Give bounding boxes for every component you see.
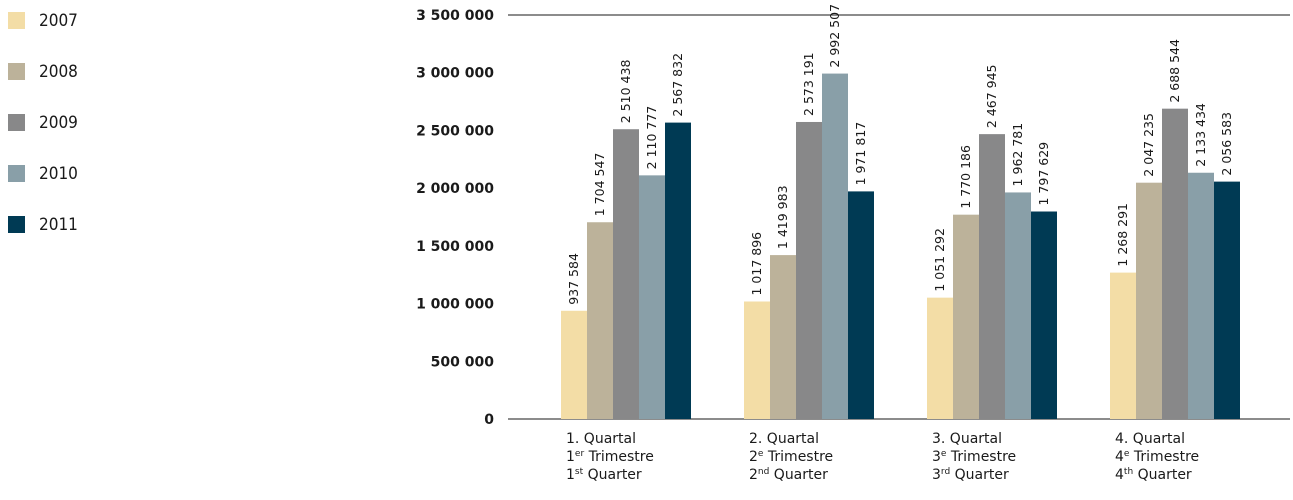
data-label: 2 047 235 (1141, 113, 1156, 177)
data-label: 2 688 544 (1167, 39, 1182, 103)
data-label: 1 051 292 (932, 228, 947, 292)
data-label: 1 962 781 (1010, 123, 1025, 187)
x-category-label: 2nd Quarter (749, 467, 828, 483)
x-category-label: 1er Trimestre (566, 449, 654, 465)
data-label: 2 992 507 (827, 4, 842, 68)
bar-2011-q1 (665, 122, 691, 420)
bar-2007-q1 (561, 310, 587, 419)
y-tick-label: 2 000 000 (416, 181, 494, 197)
data-label: 1 704 547 (592, 153, 607, 217)
legend-label: 2009 (39, 112, 78, 133)
bar-2008-q3 (953, 214, 979, 419)
data-label: 1 419 983 (775, 185, 790, 249)
y-tick-label: 3 500 000 (416, 8, 494, 24)
legend-swatch (8, 12, 25, 29)
x-category-label: 1. Quartal (566, 431, 636, 447)
legend-label: 2010 (39, 163, 78, 184)
x-category-label: 4e Trimestre (1115, 449, 1199, 465)
bar-2011-q2 (848, 191, 874, 419)
bar-2009-q1 (613, 129, 639, 419)
bar-2007-q2 (744, 301, 770, 419)
data-label: 2 467 945 (984, 65, 999, 129)
x-category-label: 3. Quartal (932, 431, 1002, 447)
bar-2010-q1 (639, 175, 665, 419)
bar-2009-q4 (1162, 108, 1188, 419)
legend-swatch (8, 63, 25, 80)
bar-2008-q2 (770, 255, 796, 419)
x-category-label: 4th Quarter (1115, 467, 1192, 483)
legend-item-2009: 2009 (8, 110, 78, 135)
data-label: 2 573 191 (801, 52, 816, 116)
bar-2011-q4 (1214, 181, 1240, 419)
y-tick-label: 2 500 000 (416, 123, 494, 139)
chart-legend: 2007 2008 2009 2010 2011 (8, 8, 78, 263)
legend-label: 2011 (39, 214, 78, 235)
y-tick-label: 1 000 000 (416, 297, 494, 313)
data-label: 1 017 896 (749, 232, 764, 296)
legend-swatch (8, 165, 25, 182)
legend-item-2010: 2010 (8, 161, 78, 186)
data-label: 1 797 629 (1036, 142, 1051, 206)
legend-label: 2008 (39, 61, 78, 82)
bar-2008-q4 (1136, 182, 1162, 419)
bar-2011-q3 (1031, 211, 1057, 419)
legend-swatch (8, 114, 25, 131)
x-category-label: 3rd Quarter (932, 467, 1009, 483)
y-tick-label: 0 (484, 412, 494, 428)
legend-item-2007: 2007 (8, 8, 78, 33)
x-category-label: 2e Trimestre (749, 449, 833, 465)
data-label: 937 584 (566, 253, 581, 305)
data-label: 2 567 832 (670, 53, 685, 117)
data-label: 2 133 434 (1193, 103, 1208, 167)
bar-2009-q3 (979, 134, 1005, 419)
data-label: 2 110 777 (644, 106, 659, 170)
x-category-label: 2. Quartal (749, 431, 819, 447)
x-category-label: 4. Quartal (1115, 431, 1185, 447)
data-label: 1 971 817 (853, 122, 868, 186)
bar-2010-q2 (822, 73, 848, 419)
legend-swatch (8, 216, 25, 233)
data-label: 1 770 186 (958, 145, 973, 209)
data-label: 2 056 583 (1219, 112, 1234, 176)
data-label: 1 268 291 (1115, 203, 1130, 267)
legend-item-2008: 2008 (8, 59, 78, 84)
data-label: 2 510 438 (618, 60, 633, 124)
bar-2010-q4 (1188, 172, 1214, 419)
y-tick-label: 3 000 000 (416, 66, 494, 82)
legend-label: 2007 (39, 10, 78, 31)
bar-2009-q2 (796, 121, 822, 420)
x-category-label: 1st Quarter (566, 467, 642, 483)
bar-2007-q3 (927, 297, 953, 419)
bar-2010-q3 (1005, 192, 1031, 419)
bar-2007-q4 (1110, 272, 1136, 419)
x-category-label: 3e Trimestre (932, 449, 1016, 465)
y-tick-label: 500 000 (431, 354, 495, 370)
legend-item-2011: 2011 (8, 212, 78, 237)
bar-2008-q1 (587, 222, 613, 419)
y-tick-label: 1 500 000 (416, 239, 494, 255)
